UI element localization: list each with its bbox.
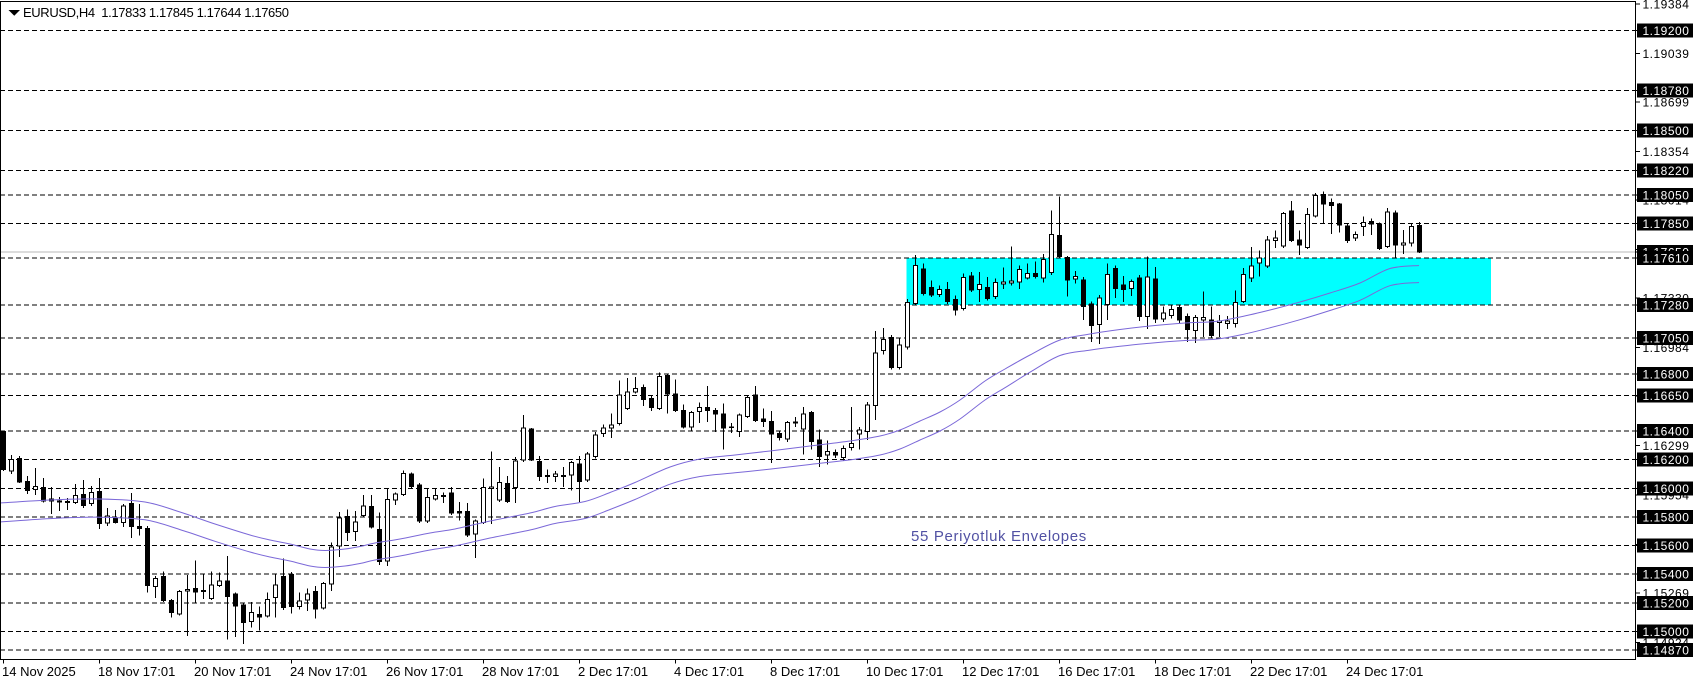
svg-text:1.17280: 1.17280 xyxy=(1643,299,1690,313)
svg-text:2 Dec 17:01: 2 Dec 17:01 xyxy=(578,664,648,679)
svg-text:1.15000: 1.15000 xyxy=(1643,625,1690,639)
svg-text:10 Dec 17:01: 10 Dec 17:01 xyxy=(866,664,943,679)
svg-text:26 Nov 17:01: 26 Nov 17:01 xyxy=(386,664,463,679)
svg-text:1.15200: 1.15200 xyxy=(1643,596,1690,610)
svg-text:22 Dec 17:01: 22 Dec 17:01 xyxy=(1250,664,1327,679)
svg-text:1.19384: 1.19384 xyxy=(1643,0,1690,12)
svg-text:28 Nov 17:01: 28 Nov 17:01 xyxy=(482,664,559,679)
svg-text:4 Dec 17:01: 4 Dec 17:01 xyxy=(674,664,744,679)
svg-text:1.16000: 1.16000 xyxy=(1643,482,1690,496)
svg-text:1.16650: 1.16650 xyxy=(1643,389,1690,403)
svg-text:14 Nov 2025: 14 Nov 2025 xyxy=(2,664,76,679)
svg-text:1.15600: 1.15600 xyxy=(1643,539,1690,553)
svg-text:24 Nov 17:01: 24 Nov 17:01 xyxy=(290,664,367,679)
svg-text:1.18050: 1.18050 xyxy=(1643,188,1690,202)
svg-text:EURUSD,H4 1.17833 1.17845 1.1: EURUSD,H4 1.17833 1.17845 1.17644 1.1765… xyxy=(23,5,289,20)
svg-text:1.16800: 1.16800 xyxy=(1643,367,1690,381)
svg-text:16 Dec 17:01: 16 Dec 17:01 xyxy=(1058,664,1135,679)
svg-text:1.17850: 1.17850 xyxy=(1643,217,1690,231)
svg-text:1.18500: 1.18500 xyxy=(1643,124,1690,138)
svg-text:1.18699: 1.18699 xyxy=(1643,96,1690,110)
svg-text:18 Nov 17:01: 18 Nov 17:01 xyxy=(98,664,175,679)
svg-text:1.16400: 1.16400 xyxy=(1643,425,1690,439)
svg-text:1.16200: 1.16200 xyxy=(1643,453,1690,467)
svg-text:1.18354: 1.18354 xyxy=(1643,145,1690,159)
svg-text:1.19039: 1.19039 xyxy=(1643,47,1690,61)
svg-text:1.17050: 1.17050 xyxy=(1643,332,1690,346)
svg-text:1.15400: 1.15400 xyxy=(1643,568,1690,582)
svg-text:1.14870: 1.14870 xyxy=(1643,644,1690,658)
svg-text:8 Dec 17:01: 8 Dec 17:01 xyxy=(770,664,840,679)
svg-text:1.15800: 1.15800 xyxy=(1643,510,1690,524)
svg-text:1.19200: 1.19200 xyxy=(1643,24,1690,38)
svg-text:55 Periyotluk Envelopes: 55 Periyotluk Envelopes xyxy=(911,528,1087,545)
svg-text:18 Dec 17:01: 18 Dec 17:01 xyxy=(1154,664,1231,679)
svg-text:24 Dec 17:01: 24 Dec 17:01 xyxy=(1346,664,1423,679)
svg-text:1.18220: 1.18220 xyxy=(1643,164,1690,178)
svg-text:1.16299: 1.16299 xyxy=(1643,439,1690,453)
svg-text:20 Nov 17:01: 20 Nov 17:01 xyxy=(194,664,271,679)
svg-text:12 Dec 17:01: 12 Dec 17:01 xyxy=(962,664,1039,679)
svg-text:1.18780: 1.18780 xyxy=(1643,84,1690,98)
svg-text:1.17610: 1.17610 xyxy=(1643,251,1690,265)
